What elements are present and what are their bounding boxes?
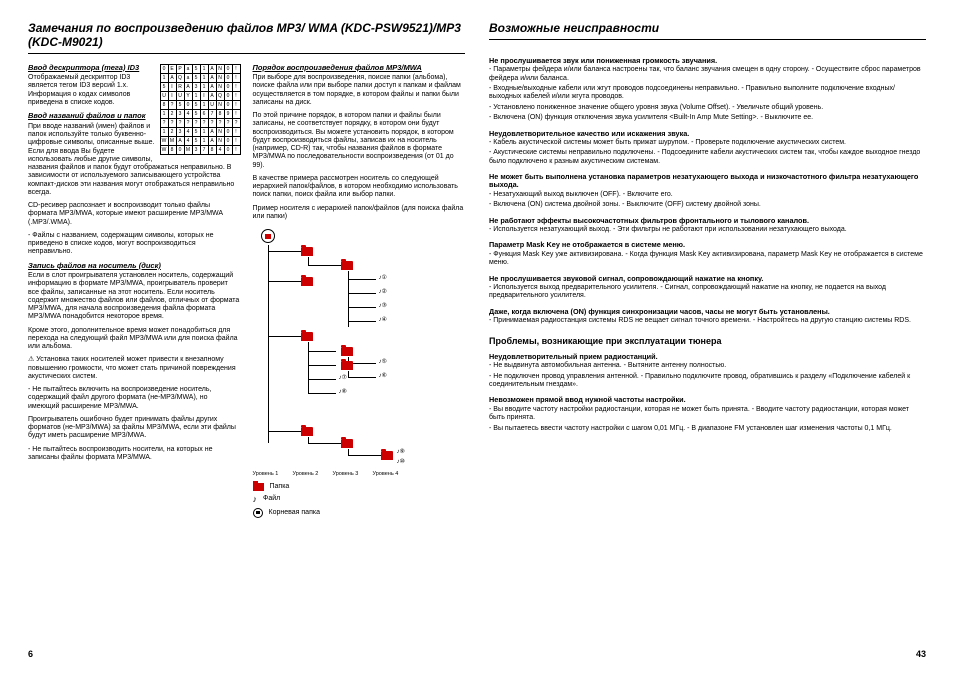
tshoot-text: - Установлено пониженное значение общего… (489, 104, 926, 112)
p-record-b: Кроме этого, дополнительное время может … (28, 327, 241, 352)
tuner-section-title: Проблемы, возникающие при эксплуатации т… (489, 336, 926, 346)
tshoot-text: - Вы пытаетесь ввести частоту настройки … (489, 425, 926, 433)
p-record-e: Проигрыватель ошибочно будет принимать ф… (28, 416, 241, 441)
tshoot-heading: Не прослушивается звук или пониженная гр… (489, 57, 926, 65)
tshoot-heading: Не может быть выполнена установка параме… (489, 173, 926, 190)
code-table: 0EPa51AN0!1AQa51AN0!5IRA31AN0!UIUY1IAQ0!… (160, 64, 241, 155)
tshoot-text: - Принимаемая радиостанция системы RDS н… (489, 317, 926, 325)
h-order: Порядок воспроизведения файлов MP3/MWA (253, 64, 466, 73)
tshoot-text: - Акустические системы неправильно подкл… (489, 149, 926, 166)
troubleshoot-list: Не прослушивается звук или пониженная гр… (489, 50, 926, 435)
left-page: Замечания по воспроизведению файлов MP3/… (28, 22, 465, 659)
p-record: Если в слот проигрывателя установлен нос… (28, 272, 241, 322)
tshoot-text: - Функция Mask Key уже активизирована. -… (489, 251, 926, 268)
tshoot-text: - Включена (ON) функция отключения звука… (489, 114, 926, 122)
tshoot-text: - Не выдвинута автомобильная антенна. - … (489, 362, 926, 370)
page-num-left: 6 (28, 649, 33, 659)
root-icon (253, 508, 263, 518)
tshoot-heading: Неудовлетворительный прием радиостанций. (489, 353, 926, 361)
tshoot-text: - Включена (ON) система двойной зоны. - … (489, 201, 926, 209)
tshoot-text: - Вы вводите частоту настройки радиостан… (489, 406, 926, 423)
tshoot-text: - Параметры фейдера и/или баланса настро… (489, 66, 926, 83)
tshoot-heading: Неудовлетворительное качество или искаже… (489, 130, 926, 138)
tshoot-text: - Используется незатухающий выход. - Эти… (489, 226, 926, 234)
leg-file-lbl: Файл (263, 495, 280, 503)
leg-folder-lbl: Папка (270, 483, 290, 491)
tshoot-text: - Входные/выходные кабели или жгут прово… (489, 85, 926, 102)
tshoot-heading: Не работают эффекты высокочастотных филь… (489, 217, 926, 225)
folder-icon (253, 483, 264, 491)
tshoot-heading: Даже, когда включена (ON) функция синхро… (489, 308, 926, 316)
page-num-right: 43 (916, 649, 926, 659)
right-page: Возможные неисправности Не прослушиваетс… (489, 22, 926, 659)
p-order-b: По этой причине порядок, в котором папки… (253, 112, 466, 170)
right-title: Возможные неисправности (489, 22, 926, 40)
tshoot-heading: Не прослушивается звуковой сигнал, сопро… (489, 275, 926, 283)
h-record: Запись файлов на носитель (диск) (28, 262, 241, 271)
p-order-c: В качестве примера рассмотрен носитель с… (253, 175, 466, 200)
p-record-d: - Не пытайтесь включить на воспроизведен… (28, 386, 241, 411)
tshoot-text: - Не подключен провод управления антенно… (489, 373, 926, 390)
left-title: Замечания по воспроизведению файлов MP3/… (28, 22, 465, 54)
tshoot-text: - Используется выход предварительного ус… (489, 284, 926, 301)
p-names-b: CD-ресивер распознает и воспроизводит то… (28, 202, 241, 227)
file-icon: ♪ (253, 494, 258, 504)
folder-diagram: ♪①♪②♪③♪④♪⑤♪⑥♪⑦♪⑧♪⑨♪⑩Уровень 1Уровень 2Ур… (253, 227, 443, 477)
tshoot-text: - Кабель акустической системы может быть… (489, 139, 926, 147)
tshoot-heading: Невозможен прямой ввод нужной частоты на… (489, 396, 926, 404)
tshoot-text: - Незатухающий выход выключен (OFF). - В… (489, 191, 926, 199)
p-order: При выборе для воспроизведения, поиске п… (253, 74, 466, 107)
p-record-c: ⚠ Установка таких носителей может привес… (28, 356, 241, 381)
p-names-c: - Файлы с названием, содержащим символы,… (28, 232, 241, 257)
p-record-f: - Не пытайтесь воспроизводить носители, … (28, 446, 241, 463)
tshoot-heading: Параметр Mask Key не отображается в сист… (489, 241, 926, 249)
p-order-d: Пример носителя с иерархией папок/файлов… (253, 205, 466, 222)
leg-root-lbl: Корневая папка (269, 509, 320, 517)
diagram-legend: Папка ♪ Файл Корневая папка (253, 483, 466, 517)
